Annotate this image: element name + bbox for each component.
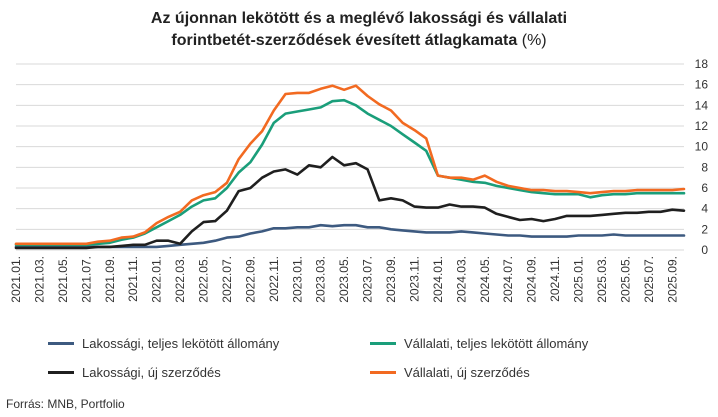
x-tick-label: 2024.07.	[501, 256, 515, 303]
legend-label: Vállalati, teljes lekötött állomány	[404, 336, 589, 351]
x-tick-label: 2025.05.	[618, 256, 632, 303]
y-tick-label: 16	[695, 78, 709, 92]
y-axis-ticks: 0 2 4 6 8 10 12 14 16 18	[695, 57, 709, 257]
x-tick-label: 2023.05.	[337, 256, 351, 303]
x-tick-label: 2025.01.	[572, 256, 586, 303]
x-tick-label: 2022.03.	[173, 256, 187, 303]
chart-title-unit: (%)	[521, 32, 547, 49]
x-tick-label: 2024.03.	[454, 256, 468, 303]
legend-label: Lakossági, teljes lekötött állomány	[82, 336, 280, 351]
y-tick-label: 8	[701, 160, 708, 174]
x-tick-label: 2025.09.	[665, 256, 679, 303]
source-note: Forrás: MNB, Portfolio	[6, 397, 125, 411]
x-axis-ticks: 2021.01. 2021.03. 2021.05. 2021.07. 2021.09.…	[9, 256, 679, 303]
x-tick-label: 2022.11.	[267, 256, 281, 302]
x-tick-label: 2022.05.	[197, 256, 211, 303]
y-tick-label: 18	[695, 57, 709, 71]
legend-swatch	[48, 342, 74, 345]
x-tick-label: 2021.11.	[126, 256, 140, 302]
y-tick-label: 6	[701, 181, 708, 195]
x-tick-label: 2024.11.	[548, 256, 562, 302]
series-line-vallalati-teljes	[14, 98, 686, 247]
x-tick-label: 2023.03.	[314, 256, 328, 303]
x-tick-label: 2021.03.	[32, 256, 46, 303]
legend-swatch	[370, 371, 396, 374]
legend-item-vallalati-uj: Vállalati, új szerződés	[370, 365, 530, 380]
x-tick-label: 2022.07.	[220, 256, 234, 303]
legend-item-lakossagi-uj: Lakossági, új szerződés	[48, 365, 221, 380]
x-tick-label: 2024.09.	[525, 256, 539, 303]
y-tick-label: 4	[701, 202, 708, 216]
y-tick-label: 0	[701, 243, 708, 257]
chart-title-line2-main: forintbetét-szerződések évesített átlagk…	[171, 32, 518, 49]
x-tick-label: 2021.09.	[103, 256, 117, 303]
y-tick-label: 12	[695, 119, 709, 133]
x-tick-label: 2024.01.	[431, 256, 445, 303]
chart-title-line1: Az újonnan lekötött és a meglévő lakossá…	[150, 10, 568, 27]
series-lines	[14, 84, 686, 250]
x-tick-label: 2025.07.	[642, 256, 656, 303]
series-line-lakossagi-teljes	[14, 223, 686, 249]
legend-label: Lakossági, új szerződés	[82, 365, 221, 380]
series-line-lakossagi-uj	[14, 155, 686, 250]
x-tick-label: 2021.05.	[56, 256, 70, 303]
series-line-vallalati-uj	[14, 84, 686, 246]
legend-item-vallalati-teljes: Vállalati, teljes lekötött állomány	[370, 336, 588, 351]
x-tick-label: 2022.09.	[243, 256, 257, 303]
x-tick-label: 2021.01.	[9, 256, 23, 303]
gridlines	[16, 63, 684, 251]
x-tick-label: 2024.05.	[478, 256, 492, 303]
x-tick-label: 2023.07.	[361, 256, 375, 303]
chart-title-line2: forintbetét-szerződések évesített átlagk…	[0, 30, 718, 52]
x-tick-label: 2022.01.	[150, 256, 164, 303]
legend-swatch	[370, 342, 396, 345]
legend-item-lakossagi-teljes: Lakossági, teljes lekötött állomány	[48, 336, 279, 351]
legend-swatch	[48, 371, 74, 374]
legend-label: Vállalati, új szerződés	[404, 365, 530, 380]
x-tick-label: 2023.11.	[407, 256, 421, 302]
y-tick-label: 10	[695, 140, 709, 154]
x-tick-label: 2023.01.	[290, 256, 304, 303]
x-tick-label: 2023.09.	[384, 256, 398, 303]
y-tick-label: 2	[701, 222, 708, 236]
y-tick-label: 14	[695, 98, 709, 112]
x-tick-label: 2021.07.	[79, 256, 93, 303]
chart-title: Az újonnan lekötött és a meglévő lakossá…	[0, 8, 718, 52]
x-tick-label: 2025.03.	[595, 256, 609, 303]
